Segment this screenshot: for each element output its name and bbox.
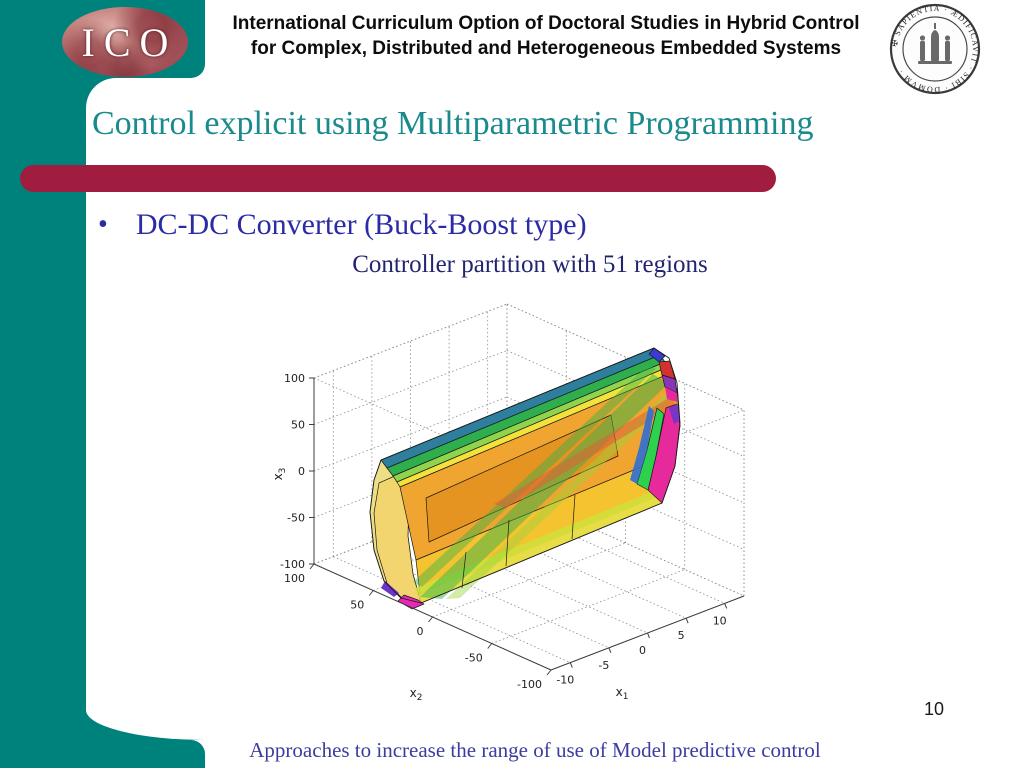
- svg-text:x1: x1: [616, 685, 629, 702]
- svg-text:10: 10: [713, 614, 727, 627]
- svg-text:50: 50: [350, 599, 364, 612]
- university-seal-icon: ✠ SAPIENTIA · ÆDIFICAVIT · SIBI · DOMVM …: [889, 4, 981, 94]
- accent-bar: [20, 165, 776, 192]
- svg-text:5: 5: [678, 629, 685, 642]
- svg-text:100: 100: [284, 572, 305, 585]
- svg-text:0: 0: [639, 644, 646, 657]
- figure-caption: Controller partition with 51 regions: [352, 251, 708, 278]
- svg-text:-100: -100: [280, 558, 305, 571]
- svg-text:x3: x3: [271, 468, 288, 481]
- bullet-item: • DC-DC Converter (Buck-Boost type): [98, 208, 587, 243]
- svg-text:-10: -10: [556, 674, 574, 687]
- bullet-dot: •: [98, 209, 108, 240]
- footer-text: Approaches to increase the range of use …: [249, 738, 821, 762]
- svg-text:100: 100: [284, 372, 305, 385]
- program-title: International Curriculum Option of Docto…: [208, 12, 884, 61]
- svg-text:50: 50: [291, 419, 305, 432]
- slide-title: Control explicit using Multiparametric P…: [92, 105, 814, 142]
- footer-background: [205, 740, 1024, 768]
- svg-text:-100: -100: [517, 678, 542, 691]
- svg-text:0: 0: [417, 625, 424, 638]
- header-background: [205, 0, 1024, 78]
- page-number: 10: [924, 699, 945, 719]
- bullet-text: DC-DC Converter (Buck-Boost type): [135, 208, 587, 241]
- ico-logo-text: ICO: [81, 19, 178, 65]
- svg-text:x2: x2: [410, 686, 423, 703]
- ico-logo: ICO: [62, 7, 188, 77]
- partition-plot: 100 50 0 -50 -100 100 50 0 -50 -100 -10 -5 0 5 10 x3 x2 x…: [266, 298, 760, 705]
- program-title-line1: International Curriculum Option of Docto…: [232, 13, 860, 34]
- svg-text:-50: -50: [465, 652, 483, 665]
- svg-text:0: 0: [298, 465, 305, 478]
- svg-text:-5: -5: [598, 659, 609, 672]
- program-title-line2: for Complex, Distributed and Heterogeneo…: [250, 37, 842, 59]
- seal-emblem: [918, 23, 952, 64]
- svg-text:-50: -50: [287, 512, 305, 525]
